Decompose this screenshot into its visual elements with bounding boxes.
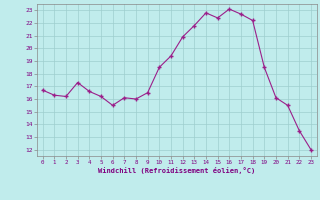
X-axis label: Windchill (Refroidissement éolien,°C): Windchill (Refroidissement éolien,°C) — [98, 167, 255, 174]
